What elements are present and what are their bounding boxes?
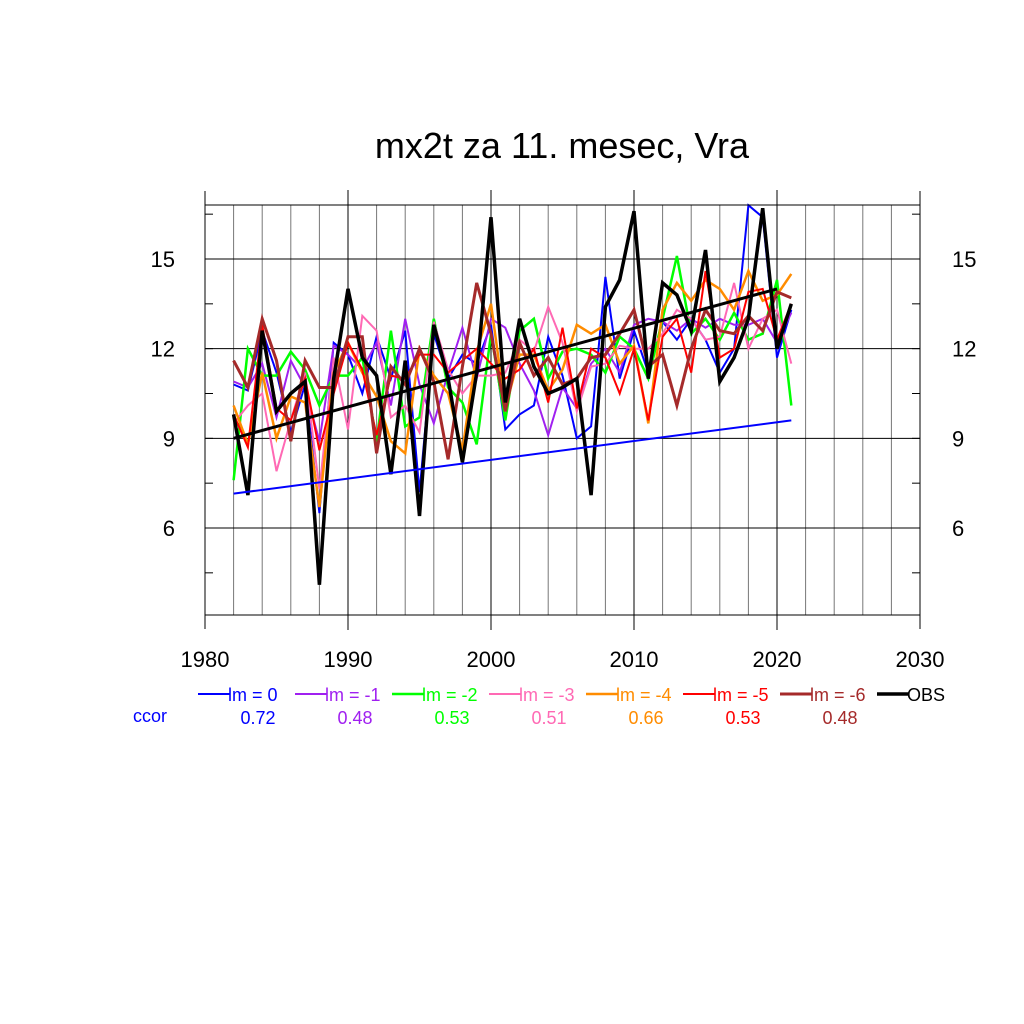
trend-line-0: [233, 287, 778, 440]
ccor-label: ccor: [133, 706, 167, 726]
legend: lm = 0 0.72 lm = -1 0.48 lm = -2 0.53 lm = -3 0…: [198, 685, 945, 728]
x-tick-label: 2010: [610, 647, 659, 672]
legend-ccor-value: 0.53: [725, 708, 760, 728]
x-tick-label: 1990: [324, 647, 373, 672]
legend-ccor-value: 0.72: [240, 708, 275, 728]
legend-item-2: lm = -2 0.53: [392, 685, 478, 728]
plot-frame: [204, 204, 921, 616]
legend-label: lm = -3: [519, 685, 575, 705]
legend-item-6: lm = -6 0.48: [780, 685, 866, 728]
legend-label: lm = -5: [713, 685, 769, 705]
legend-label: OBS: [907, 685, 945, 705]
legend-label: lm = -1: [325, 685, 381, 705]
legend-label: lm = -6: [810, 685, 866, 705]
x-tick-label: 2030: [896, 647, 945, 672]
legend-item-1: lm = -1 0.48: [295, 685, 381, 728]
y-tick-label-left: 6: [163, 516, 175, 541]
legend-label: lm = 0: [228, 685, 278, 705]
y-tick-label-left: 9: [163, 426, 175, 451]
legend-ccor-value: 0.66: [628, 708, 663, 728]
legend-item-0: lm = 0 0.72: [198, 685, 278, 728]
legend-item-5: lm = -5 0.53: [683, 685, 769, 728]
legend-label: lm = -2: [422, 685, 478, 705]
legend-ccor-value: 0.48: [822, 708, 857, 728]
legend-ccor-value: 0.48: [337, 708, 372, 728]
x-tick-label: 2000: [467, 647, 516, 672]
trend-lines: [233, 287, 792, 495]
legend-label: lm = -4: [616, 685, 672, 705]
y-tick-label-right: 6: [952, 516, 964, 541]
y-tick-label-right: 15: [952, 247, 976, 272]
legend-item-3: lm = -3 0.51: [489, 685, 575, 728]
x-tick-label: 2020: [753, 647, 802, 672]
y-tick-label-left: 15: [151, 247, 175, 272]
y-tick-label-left: 12: [151, 337, 175, 362]
legend-ccor-value: 0.53: [434, 708, 469, 728]
axes: 1980 1990 2000 2010 2020 2030 6 6 9 9 12 12 15 15: [151, 191, 976, 672]
y-tick-label-right: 9: [952, 426, 964, 451]
chart-title: mx2t za 11. mesec, Vra: [375, 125, 750, 166]
y-tick-label-right: 12: [952, 337, 976, 362]
x-tick-label: 1980: [181, 647, 230, 672]
legend-item-7: OBS: [877, 685, 945, 705]
legend-item-4: lm = -4 0.66: [586, 685, 672, 728]
trend-line-1: [233, 419, 792, 495]
series-line-6: [232, 282, 792, 460]
legend-ccor-value: 0.51: [531, 708, 566, 728]
